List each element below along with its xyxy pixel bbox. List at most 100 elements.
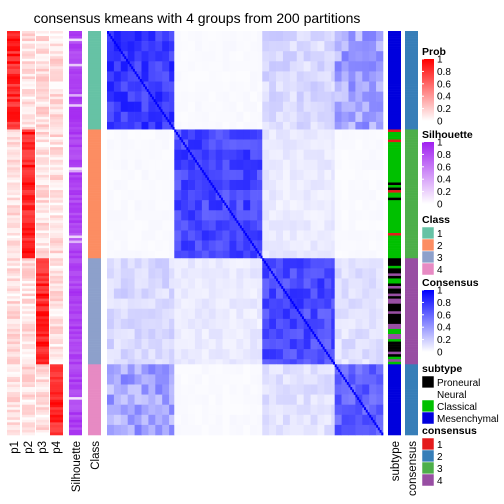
annotation-cell [50, 134, 63, 138]
consensus-cell [269, 101, 277, 113]
consensus-cell [134, 81, 142, 92]
consensus-cell [362, 250, 370, 259]
consensus-cell [107, 111, 115, 123]
consensus-cell [303, 414, 311, 426]
consensus-cell [134, 210, 142, 221]
annotation-cell [7, 339, 20, 342]
annotation-cell [88, 89, 101, 92]
consensus-cell [362, 288, 370, 299]
consensus-cell [355, 268, 363, 279]
consensus-cell [289, 230, 298, 241]
consensus-cell [369, 394, 377, 405]
consensus-cell [250, 31, 258, 42]
consensus-diagonal-cell [289, 298, 292, 302]
annotation-cell [22, 104, 35, 108]
consensus-cell [127, 230, 135, 241]
annotation-cell [36, 392, 49, 395]
annotation-cell [36, 94, 49, 97]
consensus-cell [201, 349, 210, 360]
annotation-cell [36, 311, 49, 315]
subtype-cell [388, 263, 401, 267]
annotation-cell [36, 91, 49, 95]
annotation-cell [36, 331, 49, 335]
consensus-cell [194, 41, 203, 52]
consensus-cell [296, 81, 304, 92]
annotation-cell [88, 96, 101, 100]
consensus-cell [276, 129, 284, 140]
consensus-cell [355, 328, 363, 340]
annotation-cell [69, 81, 82, 85]
consensus-cell [194, 328, 203, 340]
annotation-cell [36, 89, 49, 92]
legend-item-label: Neural [437, 390, 466, 401]
consensus-cell [296, 339, 304, 350]
consensus-cell [317, 31, 325, 42]
consensus-cell [229, 139, 237, 150]
consensus-cell [341, 61, 349, 72]
consensus-cell [355, 339, 363, 350]
consensus-cell [181, 190, 189, 201]
consensus-cell [376, 111, 384, 123]
annotation-cell [69, 283, 82, 287]
annotation-cell [50, 414, 63, 418]
annotation-cell [88, 366, 101, 370]
consensus-cell [303, 190, 311, 201]
consensus-cell [303, 240, 311, 251]
consensus-annotation-cell [405, 409, 418, 413]
consensus-cell [317, 159, 325, 171]
consensus-cell [107, 179, 115, 191]
annotation-label-silhouette: Silhouette [71, 441, 83, 492]
subtype-cell [388, 225, 401, 229]
annotation-cell [50, 159, 63, 163]
consensus-cell [113, 91, 122, 102]
annotation-cell [50, 364, 63, 368]
consensus-cell [229, 71, 237, 82]
consensus-cell [113, 278, 122, 289]
consensus-cell [155, 384, 163, 395]
consensus-cell [174, 71, 182, 82]
legend-tick-label: 1 [437, 286, 443, 297]
consensus-cell [169, 359, 175, 365]
consensus-cell [194, 359, 203, 365]
consensus-cell [310, 61, 318, 72]
consensus-cell [134, 288, 142, 299]
consensus-cell [276, 91, 284, 102]
annotation-cell [50, 78, 63, 82]
annotation-cell [50, 182, 63, 186]
consensus-annotation-cell [405, 111, 418, 115]
consensus-diagonal-cell [276, 278, 279, 282]
annotation-cell [36, 137, 49, 140]
consensus-cell [262, 159, 270, 171]
annotation-cell [69, 220, 82, 224]
annotation-cell [22, 195, 35, 198]
annotation-cell [7, 46, 20, 49]
consensus-cell [208, 220, 216, 231]
consensus-cell [194, 149, 203, 161]
annotation-cell [22, 121, 35, 125]
annotation-cell [88, 230, 101, 234]
subtype-cell [388, 311, 401, 315]
annotation-cell [7, 412, 20, 416]
legend-tick-label: 0.6 [437, 162, 451, 173]
consensus-cell [355, 179, 363, 191]
annotation-cell [7, 303, 20, 307]
consensus-diagonal-cell [189, 152, 192, 156]
consensus-cell [334, 200, 342, 211]
annotation-cell [22, 238, 35, 241]
consensus-cell [262, 328, 270, 340]
consensus-cell [317, 111, 325, 123]
consensus-cell [369, 81, 377, 92]
consensus-cell [317, 308, 325, 320]
consensus-cell [215, 318, 223, 330]
consensus-cell [348, 61, 356, 72]
annotation-cell [50, 61, 63, 65]
consensus-diagonal-cell [260, 255, 263, 259]
consensus-annotation-cell [405, 119, 418, 123]
consensus-annotation-cell [405, 185, 418, 188]
consensus-cell [201, 159, 210, 171]
annotation-cell [88, 86, 101, 90]
consensus-cell [369, 349, 377, 360]
consensus-cell [334, 414, 342, 426]
consensus-cell [181, 349, 189, 360]
consensus-cell [155, 298, 163, 310]
